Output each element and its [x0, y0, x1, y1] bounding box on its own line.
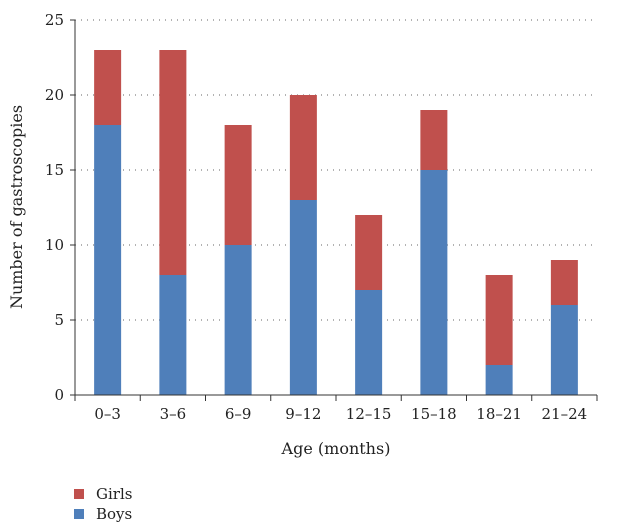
bars [94, 50, 578, 395]
x-tick-label: 3–6 [160, 405, 187, 423]
bar-girls [159, 50, 187, 275]
y-tick-label: 20 [45, 86, 64, 104]
x-axis-title: Age (months) [281, 439, 391, 458]
bar-boys [420, 170, 448, 395]
bar-boys [289, 200, 317, 395]
legend-swatch-boys [74, 509, 84, 519]
x-tick-label: 18–21 [476, 405, 522, 423]
bar-boys [94, 125, 122, 395]
x-tick-label: 12–15 [346, 405, 392, 423]
legend: Girls Boys [74, 484, 132, 524]
bar-girls [94, 50, 122, 125]
bar-girls [289, 95, 317, 200]
y-tick-label: 10 [45, 236, 64, 254]
bar-girls [224, 125, 252, 245]
legend-label-boys: Boys [96, 505, 133, 523]
x-tick-label: 21–24 [542, 405, 588, 423]
legend-swatch-girls [74, 489, 84, 499]
bar-boys [159, 275, 187, 395]
y-tick-label: 25 [45, 11, 64, 29]
y-tick-label: 15 [45, 161, 64, 179]
bar-girls [485, 275, 513, 365]
legend-item-boys: Boys [74, 504, 132, 524]
y-tick-label: 0 [54, 386, 64, 404]
bar-girls [550, 260, 578, 305]
bar-boys [224, 245, 252, 395]
y-axis-title: Number of gastroscopies [7, 105, 26, 309]
bar-girls [420, 110, 448, 170]
x-tick-label: 6–9 [225, 405, 252, 423]
grid-lines [75, 19, 597, 321]
x-tick-label: 0–3 [94, 405, 121, 423]
x-tick-labels: 0–3 3–6 6–9 9–12 12–15 15–18 18–21 21–24 [94, 405, 587, 423]
x-tick-label: 9–12 [285, 405, 321, 423]
y-tick-labels: 0 5 10 15 20 25 [45, 11, 64, 404]
y-tick-label: 5 [54, 311, 64, 329]
x-tick-label: 15–18 [411, 405, 457, 423]
bar-girls [355, 215, 383, 290]
bar-boys [355, 290, 383, 395]
bar-boys [485, 365, 513, 395]
legend-label-girls: Girls [96, 485, 133, 503]
legend-item-girls: Girls [74, 484, 132, 504]
axes [70, 19, 598, 401]
bar-boys [550, 305, 578, 395]
